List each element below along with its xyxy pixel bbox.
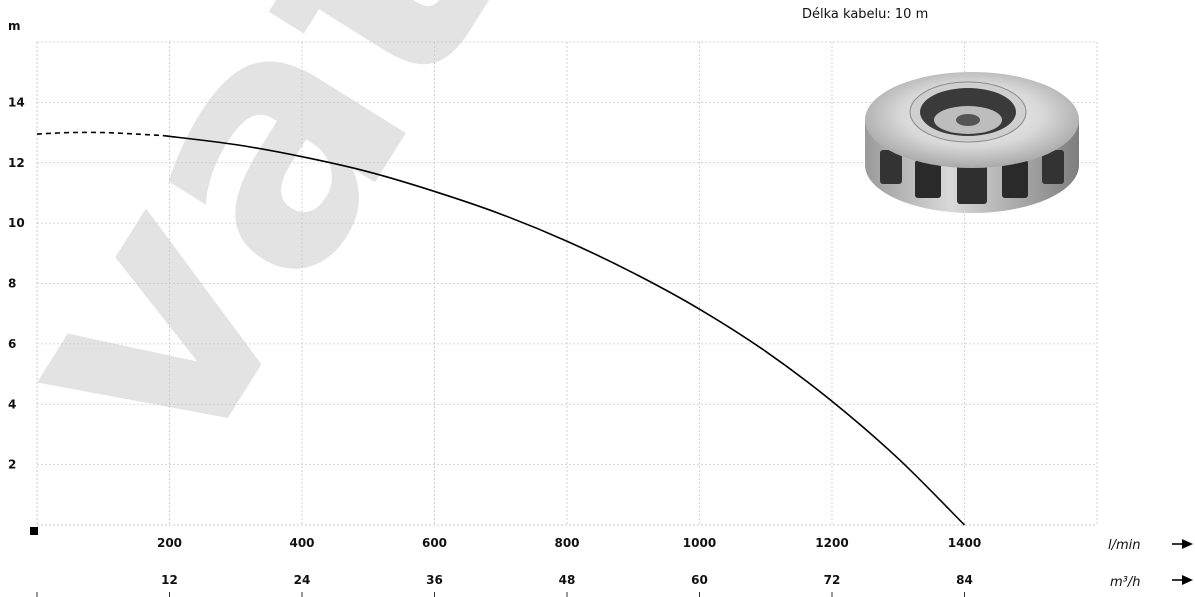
unit-arrow-head [1182,539,1193,549]
x-tick-label-m3h: 36 [426,573,443,587]
unit-arrow-head [1182,575,1193,585]
x-tick-label-lmin: 400 [289,536,314,550]
x-tick-label-lmin: 600 [422,536,447,550]
x-tick-label-lmin: 800 [554,536,579,550]
x-tick-label-m3h: 48 [559,573,576,587]
chart-axes [30,42,1193,597]
x-tick-label-m3h: 60 [691,573,708,587]
y-tick-label: 4 [8,397,16,411]
y-tick-label: 10 [8,216,25,230]
chart-curves [36,131,966,526]
y-axis-label: m [8,19,21,33]
x-unit-m3h: m³/h [1110,575,1141,590]
x-tick-label-m3h: 72 [824,573,841,587]
cable-length-label: Délka kabelu: 10 m [802,7,928,22]
watermark: vat [0,0,569,524]
y-tick-label: 14 [8,95,25,109]
y-tick-label: 12 [8,156,25,170]
y-tick-label: 2 [8,458,16,472]
x-tick-label-m3h: 24 [294,573,311,587]
watermark-text: vat [0,0,569,524]
x-tick-label-m3h: 84 [956,573,973,587]
x-tick-label-m3h: 12 [161,573,178,587]
curve-dashed [36,131,163,137]
y-tick-label: 6 [8,337,16,351]
x-tick-label-lmin: 1200 [815,536,848,550]
x-tick-label-lmin: 1000 [683,536,716,550]
x-tick-label-lmin: 1400 [948,536,981,550]
origin-marker [30,527,38,535]
y-tick-label: 8 [8,277,16,291]
impeller-image [865,72,1079,213]
curve-solid [162,134,966,526]
x-unit-lmin: l/min [1108,538,1141,553]
x-tick-label-lmin: 200 [157,536,182,550]
